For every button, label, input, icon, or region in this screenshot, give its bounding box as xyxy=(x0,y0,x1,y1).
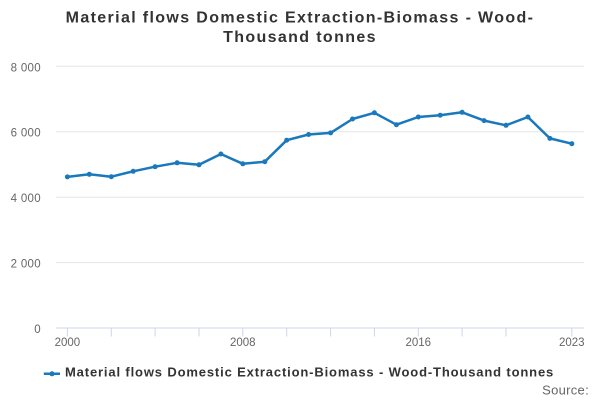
svg-text:2016: 2016 xyxy=(406,337,432,349)
svg-text:Thousand tonnes: Thousand tonnes xyxy=(223,29,377,46)
svg-text:2000: 2000 xyxy=(55,337,81,349)
svg-text:6 000: 6 000 xyxy=(11,128,41,140)
svg-text:2023: 2023 xyxy=(559,337,585,349)
svg-text:Material flows Domestic Extrac: Material flows Domestic Extraction-Bioma… xyxy=(65,364,554,379)
svg-text:8 000: 8 000 xyxy=(11,62,41,74)
svg-text:2 000: 2 000 xyxy=(11,259,41,271)
svg-text:0: 0 xyxy=(34,324,41,336)
svg-text:4 000: 4 000 xyxy=(11,193,41,205)
svg-text:Source:: Source: xyxy=(542,383,589,398)
svg-text:2008: 2008 xyxy=(230,337,256,349)
svg-text:Material flows Domestic Extrac: Material flows Domestic Extraction-Bioma… xyxy=(66,10,535,27)
